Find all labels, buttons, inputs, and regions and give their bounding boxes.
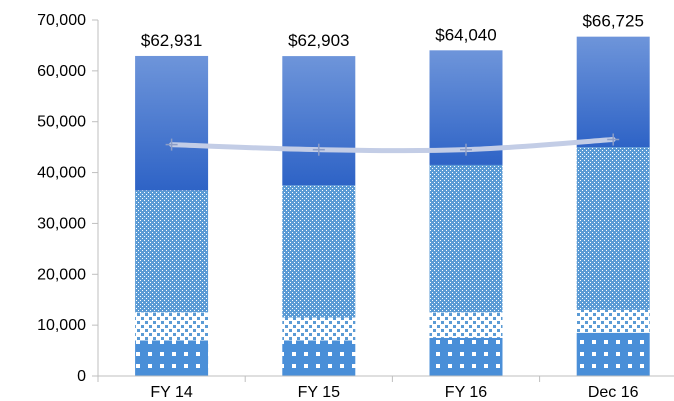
bar-segment-3 — [429, 164, 503, 313]
bar-segment-4 — [282, 56, 356, 186]
bars — [135, 36, 650, 376]
bar-segment-3 — [576, 147, 650, 310]
y-tick-label: 30,000 — [37, 215, 86, 232]
total-label: $64,040 — [435, 25, 496, 44]
y-axis: 0 10,000 20,000 30,000 40,000 50,000 60,000 70,… — [37, 12, 99, 385]
bar-segment-3 — [135, 190, 209, 313]
trend-line — [169, 137, 616, 154]
bar-segment-4 — [576, 36, 650, 148]
total-label: $62,931 — [141, 31, 202, 50]
total-label: $66,725 — [582, 12, 643, 31]
x-tick-label: Dec 16 — [588, 384, 639, 401]
x-tick-label: FY 16 — [445, 384, 488, 401]
total-labels: $62,931 $62,903 $64,040 $66,725 — [141, 12, 644, 50]
y-tick-label: 50,000 — [37, 114, 86, 131]
bar-segment-1 — [135, 340, 209, 376]
y-tick-label: 60,000 — [37, 63, 86, 80]
bar-segment-2 — [429, 312, 503, 338]
y-tick-label: 40,000 — [37, 165, 86, 182]
bar-segment-3 — [282, 185, 356, 318]
y-tick-label: 10,000 — [37, 317, 86, 334]
x-tick-label: FY 15 — [298, 384, 341, 401]
bar-segment-2 — [135, 312, 209, 341]
bar-segment-2 — [282, 317, 356, 341]
x-tick-label: FY 14 — [150, 384, 193, 401]
x-axis: FY 14 FY 15 FY 16 Dec 16 — [97, 375, 674, 401]
trend-line-layer — [165, 133, 620, 156]
trend-marker-plus — [312, 143, 325, 156]
y-tick-label: 20,000 — [37, 266, 86, 283]
bar-segment-2 — [576, 309, 650, 333]
bar-segment-1 — [576, 332, 650, 376]
total-label: $62,903 — [288, 31, 349, 50]
bar-segment-4 — [135, 55, 209, 191]
bar-segment-1 — [429, 337, 503, 376]
trend-marker-plus — [607, 133, 620, 146]
y-tick-label: 0 — [77, 368, 86, 385]
y-tick-label: 70,000 — [37, 12, 86, 29]
bar-segment-1 — [282, 340, 356, 376]
trend-marker-plus — [460, 143, 472, 156]
trend-marker-plus — [165, 138, 178, 151]
